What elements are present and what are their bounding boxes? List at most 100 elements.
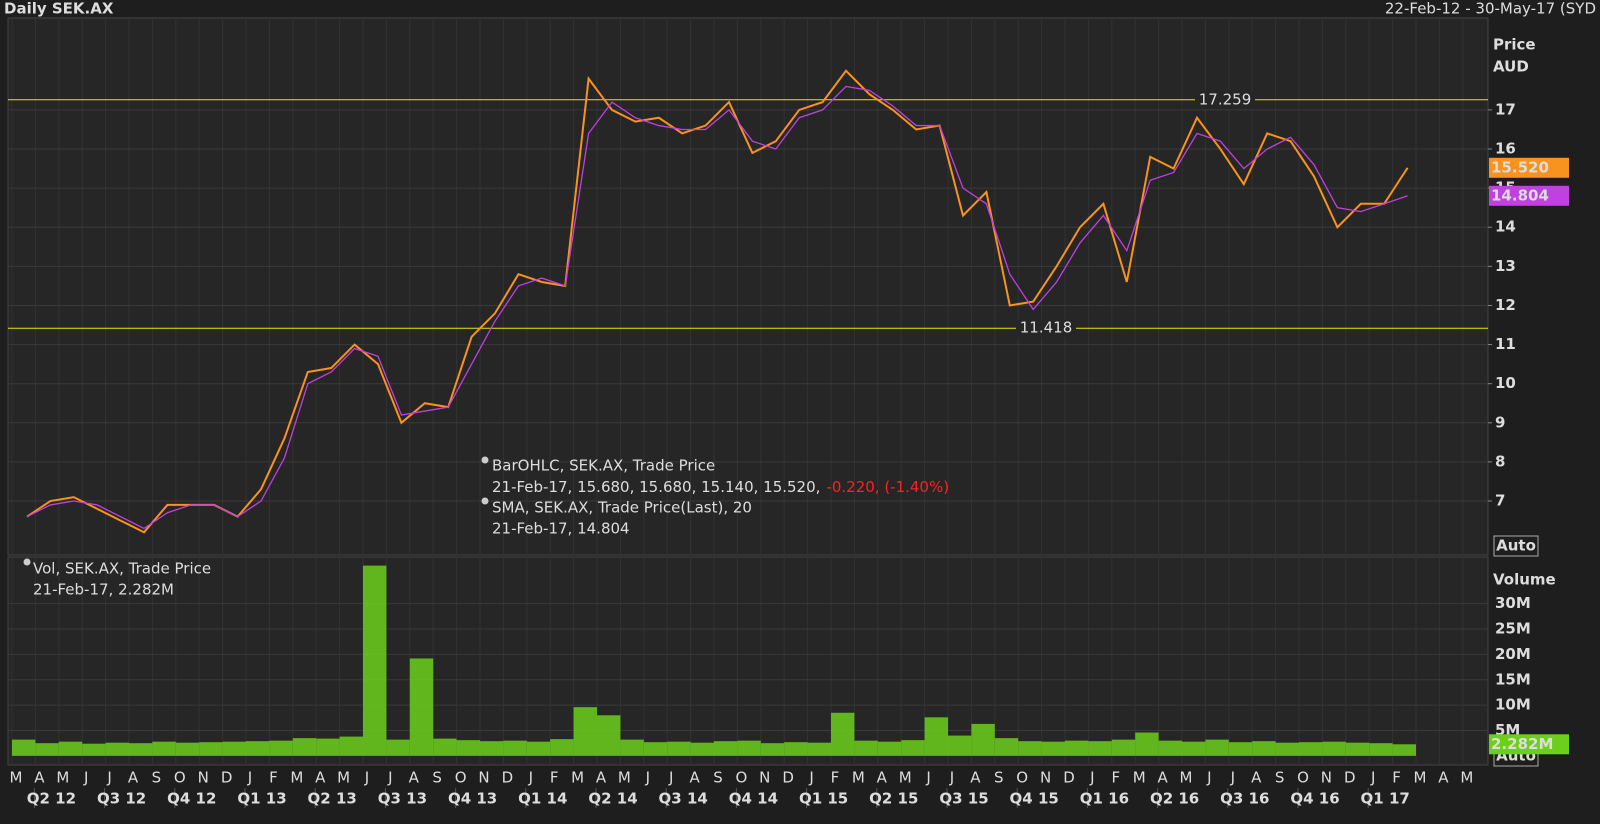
- y-tick-label: 16: [1495, 140, 1516, 158]
- volume-bar: [246, 741, 270, 756]
- volume-bar: [1111, 739, 1136, 756]
- x-tick-label: S: [432, 769, 442, 787]
- volume-bar: [597, 715, 621, 756]
- x-tick-label: A: [1438, 769, 1449, 787]
- x-tick-label: N: [198, 769, 209, 787]
- x-tick-label: J: [364, 769, 369, 787]
- volume-bar: [480, 741, 504, 756]
- date-range: 22-Feb-12 - 30-May-17 (SYD: [1385, 0, 1596, 18]
- scale-button-label[interactable]: Auto: [1496, 537, 1536, 555]
- legend-icon: [481, 497, 489, 505]
- x-tick-label: O: [1016, 769, 1028, 787]
- volume-bar: [1205, 739, 1229, 756]
- legend-text: BarOHLC, SEK.AX, Trade Price: [492, 457, 715, 475]
- x-tick-label: J: [1089, 769, 1094, 787]
- y-tick-label: 14: [1495, 218, 1516, 236]
- volume-bar: [1228, 742, 1253, 756]
- last-value-marker: [1489, 157, 1569, 178]
- x-tick-label: M: [337, 769, 350, 787]
- x-tick-label: S: [713, 769, 723, 787]
- x-tick-label: N: [759, 769, 770, 787]
- x-tick-label: J: [1370, 769, 1375, 787]
- y-tick-label: 17: [1495, 100, 1516, 118]
- x-tick-label: A: [689, 769, 700, 787]
- x-tick-label: M: [1133, 769, 1146, 787]
- volume-bar: [971, 723, 995, 756]
- volume-bar: [620, 739, 644, 756]
- x-tick-label: D: [221, 769, 233, 787]
- x-tick-label: S: [994, 769, 1004, 787]
- x-tick-label: D: [502, 769, 514, 787]
- scale-button[interactable]: [1493, 535, 1539, 557]
- quarter-label: Q2 14: [588, 790, 637, 808]
- volume-bar: [667, 741, 691, 756]
- y-tick-label: 12: [1495, 296, 1516, 314]
- quarter-label: Q4 16: [1290, 790, 1339, 808]
- x-tick-label: J: [387, 769, 392, 787]
- volume-bar: [573, 707, 597, 756]
- x-tick-label: N: [1321, 769, 1332, 787]
- volume-bar: [831, 712, 855, 756]
- x-tick-label: A: [315, 769, 326, 787]
- legend-detail: 21-Feb-17, 15.680, 15.680, 15.140, 15.52…: [492, 478, 949, 496]
- legend-icon: [481, 456, 489, 464]
- volume-bar: [760, 743, 785, 756]
- volume-bar: [1065, 740, 1089, 756]
- x-tick-label: J: [668, 769, 673, 787]
- x-tick-label: M: [56, 769, 69, 787]
- x-tick-label: A: [596, 769, 607, 787]
- quarter-label: Q1 13: [237, 790, 286, 808]
- quarter-label: Q3 15: [939, 790, 988, 808]
- volume-bar: [1088, 741, 1112, 756]
- y-tick-label: 20M: [1495, 645, 1531, 663]
- price-panel: [7, 17, 1489, 556]
- x-tick-label: J: [808, 769, 813, 787]
- x-tick-label: O: [1297, 769, 1309, 787]
- line-label: 11.418: [1020, 319, 1073, 337]
- quarter-label: Q2 16: [1150, 790, 1199, 808]
- volume-bar: [1158, 740, 1182, 756]
- volume-bar: [35, 743, 59, 756]
- line-label-bg: [1016, 319, 1076, 338]
- quarter-label: Q1 14: [518, 790, 567, 808]
- volume-bar: [1018, 741, 1042, 756]
- quarter-label: Q3 14: [659, 790, 708, 808]
- volume-bar: [526, 741, 551, 756]
- axis-title: Price: [1493, 36, 1536, 54]
- volume-bar: [129, 743, 153, 756]
- volume-bar: [1041, 741, 1065, 756]
- volume-bar: [1275, 742, 1299, 756]
- x-tick-label: J: [1230, 769, 1235, 787]
- volume-bar: [1252, 741, 1276, 756]
- x-tick-label: N: [1040, 769, 1051, 787]
- volume-bar: [1369, 743, 1393, 756]
- x-tick-label: J: [949, 769, 954, 787]
- x-tick-label: F: [831, 769, 840, 787]
- volume-bar: [550, 739, 574, 756]
- quarter-label: Q2 15: [869, 790, 918, 808]
- x-tick-label: M: [1460, 769, 1473, 787]
- quarter-label: Q4 15: [1010, 790, 1059, 808]
- volume-bar: [901, 740, 925, 756]
- quarter-label: Q4 14: [729, 790, 778, 808]
- quarter-label: Q1 15: [799, 790, 848, 808]
- x-tick-label: F: [550, 769, 559, 787]
- x-tick-label: M: [1414, 769, 1427, 787]
- volume-bar: [1345, 742, 1370, 756]
- last-value-label: 15.520: [1491, 158, 1549, 176]
- volume-bar: [994, 738, 1019, 756]
- volume-bar: [784, 742, 808, 756]
- chart-title: Daily SEK.AX: [4, 0, 114, 18]
- x-tick-label: J: [247, 769, 252, 787]
- x-tick-label: D: [1344, 769, 1356, 787]
- volume-bar: [854, 740, 878, 756]
- x-tick-label: M: [290, 769, 303, 787]
- volume-bar: [1135, 732, 1159, 756]
- volume-bar: [175, 742, 200, 756]
- x-tick-label: O: [174, 769, 186, 787]
- volume-bar: [948, 735, 972, 756]
- x-tick-label: O: [735, 769, 747, 787]
- legend-icon: [23, 558, 31, 566]
- line-label: 17.259: [1199, 90, 1252, 108]
- quarter-label: Q2 12: [27, 790, 76, 808]
